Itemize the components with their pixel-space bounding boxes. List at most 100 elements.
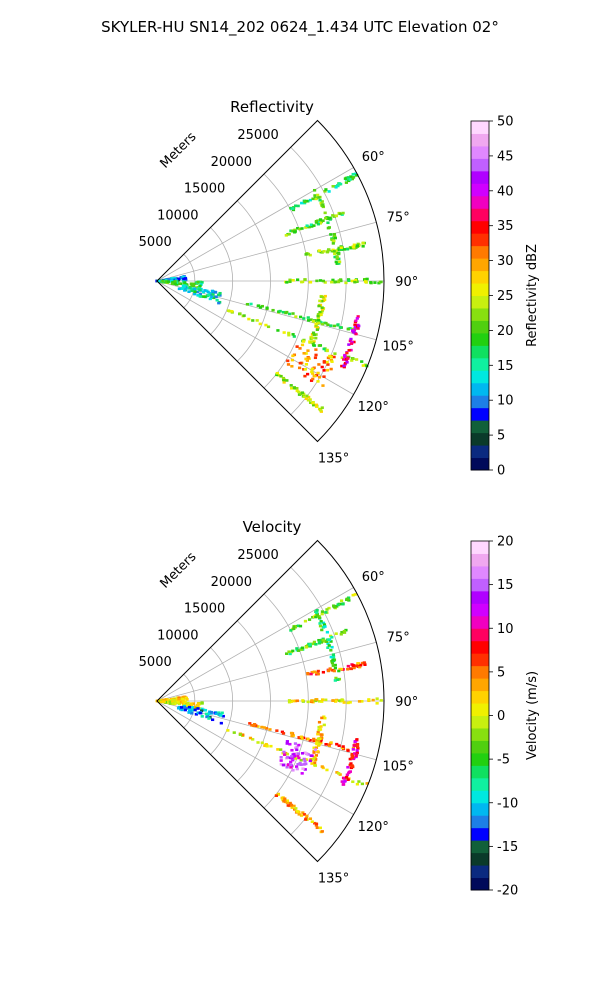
data-point bbox=[181, 697, 185, 701]
data-point bbox=[185, 287, 189, 290]
panel-title: Reflectivity bbox=[230, 98, 314, 116]
data-point bbox=[293, 742, 298, 745]
colorbar-segment bbox=[471, 815, 489, 829]
data-point bbox=[290, 748, 294, 752]
data-point bbox=[349, 348, 353, 352]
data-point bbox=[177, 277, 181, 281]
data-point bbox=[319, 725, 323, 728]
data-point bbox=[184, 278, 188, 282]
data-point bbox=[210, 295, 214, 299]
data-point bbox=[305, 394, 309, 398]
data-point bbox=[293, 757, 298, 760]
data-point bbox=[320, 322, 325, 326]
data-point bbox=[329, 655, 333, 659]
data-point bbox=[180, 287, 184, 290]
data-point bbox=[183, 702, 187, 706]
data-point bbox=[290, 734, 294, 738]
colorbar-tick-label: 15 bbox=[497, 359, 514, 374]
data-point bbox=[356, 327, 360, 330]
data-point bbox=[312, 333, 316, 337]
data-point bbox=[308, 253, 312, 257]
data-point bbox=[296, 752, 300, 756]
data-point bbox=[333, 252, 337, 255]
data-point bbox=[277, 373, 281, 377]
data-point bbox=[331, 658, 335, 662]
data-point bbox=[318, 221, 322, 225]
data-point bbox=[279, 762, 283, 766]
data-point bbox=[313, 356, 318, 360]
data-point bbox=[334, 260, 338, 264]
data-point bbox=[177, 287, 181, 291]
data-point bbox=[220, 711, 224, 715]
data-point bbox=[356, 662, 360, 665]
polar-frame bbox=[156, 119, 385, 443]
data-point bbox=[196, 707, 200, 710]
data-point bbox=[226, 309, 231, 312]
colorbar-segment bbox=[471, 877, 489, 891]
data-point bbox=[183, 700, 187, 704]
data-point bbox=[346, 327, 350, 331]
data-point bbox=[355, 749, 359, 752]
data-point bbox=[332, 605, 336, 608]
colorbar-segment bbox=[471, 320, 489, 334]
data-point bbox=[317, 220, 321, 224]
data-point bbox=[171, 700, 175, 704]
data-point bbox=[331, 653, 336, 657]
data-point bbox=[307, 395, 311, 399]
data-point bbox=[218, 291, 222, 295]
data-point bbox=[316, 730, 320, 734]
data-point bbox=[264, 323, 268, 327]
data-point bbox=[337, 257, 341, 261]
data-point bbox=[285, 742, 289, 745]
data-point bbox=[289, 803, 294, 807]
data-point bbox=[347, 349, 351, 352]
data-point bbox=[182, 706, 187, 709]
colorbar-segment bbox=[471, 578, 489, 592]
data-point bbox=[285, 765, 289, 769]
colorbar-tick-label: 45 bbox=[497, 149, 514, 164]
data-point bbox=[302, 757, 306, 761]
data-point bbox=[319, 741, 323, 745]
data-point bbox=[301, 699, 305, 702]
colorbar-segment bbox=[471, 840, 489, 854]
data-point bbox=[350, 279, 354, 283]
data-point bbox=[311, 320, 315, 323]
colorbar-segment bbox=[471, 852, 489, 866]
data-point bbox=[298, 624, 303, 628]
data-point bbox=[283, 753, 287, 756]
data-point bbox=[177, 282, 181, 285]
data-point bbox=[302, 763, 306, 766]
colorbar-tick-label: 10 bbox=[497, 394, 514, 409]
data-point bbox=[221, 714, 225, 718]
data-point bbox=[331, 248, 335, 252]
data-point bbox=[334, 280, 338, 284]
data-point bbox=[320, 306, 324, 309]
data-point bbox=[317, 638, 321, 642]
data-point bbox=[304, 645, 308, 649]
data-point bbox=[324, 698, 328, 702]
data-point bbox=[315, 613, 320, 617]
data-point bbox=[308, 739, 312, 742]
data-point bbox=[332, 250, 336, 253]
data-point bbox=[207, 712, 211, 716]
data-point bbox=[348, 770, 353, 773]
data-point bbox=[314, 324, 318, 327]
data-point bbox=[335, 251, 339, 255]
data-point bbox=[323, 294, 327, 298]
data-point bbox=[301, 340, 306, 343]
data-point bbox=[169, 277, 174, 280]
data-point bbox=[344, 281, 348, 285]
radial-tick-label: 10000 bbox=[157, 208, 198, 223]
data-point bbox=[336, 323, 340, 326]
data-point bbox=[260, 725, 264, 729]
data-point bbox=[343, 177, 347, 180]
data-point bbox=[314, 336, 318, 340]
data-point bbox=[336, 280, 341, 284]
data-point bbox=[321, 279, 325, 283]
data-point bbox=[314, 615, 318, 619]
data-point bbox=[306, 252, 310, 256]
data-point bbox=[317, 196, 321, 199]
data-point bbox=[316, 371, 320, 375]
data-point bbox=[340, 364, 344, 368]
radial-tick-label: 20000 bbox=[211, 575, 252, 590]
